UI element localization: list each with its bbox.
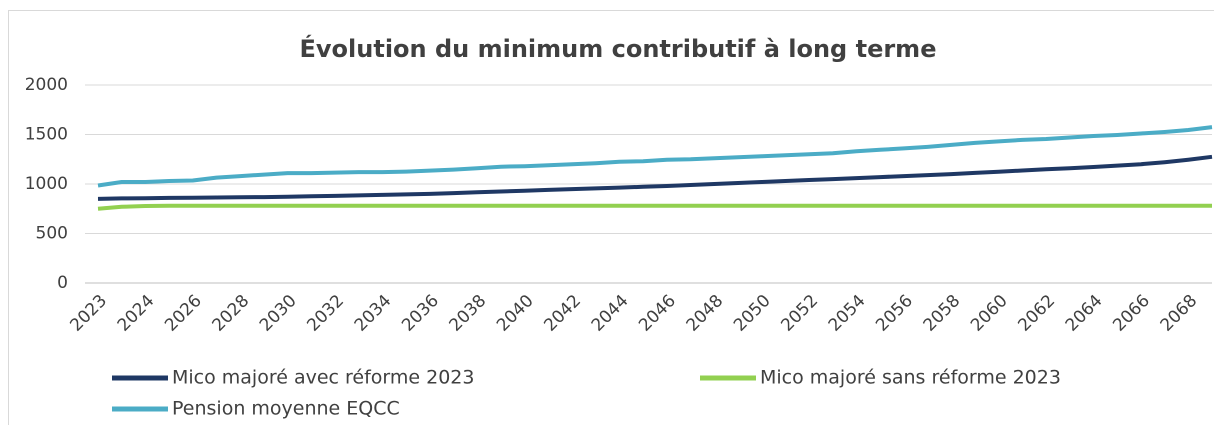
line-series	[97, 203, 1212, 211]
y-tick-label: 500	[36, 224, 68, 244]
x-tick-label: 2050	[730, 291, 775, 336]
legend-label: Mico majoré avec réforme 2023	[172, 367, 475, 389]
x-tick-label: 2042	[540, 291, 585, 336]
x-tick-label: 2038	[446, 291, 491, 336]
chart-title: Évolution du minimum contributif à long …	[300, 34, 937, 63]
x-tick-label: 2028	[209, 291, 254, 336]
legend-label: Pension moyenne EQCC	[172, 398, 400, 420]
chart-border	[8, 10, 1214, 425]
x-tick-label: 2040	[493, 291, 538, 336]
x-tick-label: 2056	[872, 291, 917, 336]
x-tick-label: 2024	[114, 291, 159, 336]
x-tick-label: 2032	[303, 291, 348, 336]
x-tick-label: 2062	[1014, 291, 1059, 336]
y-tick-label: 1000	[25, 174, 68, 194]
x-tick-label: 2068	[1157, 291, 1202, 336]
x-tick-label: 2026	[161, 291, 206, 336]
x-tick-label: 2034	[351, 291, 396, 336]
x-tick-label: 2023	[66, 291, 111, 336]
y-tick-label: 2000	[25, 75, 68, 95]
y-tick-label: 1500	[25, 125, 68, 145]
x-tick-label: 2052	[777, 291, 822, 336]
x-tick-label: 2044	[588, 291, 633, 336]
x-tick-label: 2054	[825, 291, 870, 336]
legend-label: Mico majoré sans réforme 2023	[760, 367, 1061, 389]
x-tick-label: 2048	[683, 291, 728, 336]
x-tick-label: 2058	[920, 291, 965, 336]
x-tick-label: 2066	[1109, 291, 1154, 336]
x-tick-label: 2030	[256, 291, 301, 336]
x-tick-label: 2046	[635, 291, 680, 336]
x-tick-label: 2064	[1062, 291, 1107, 336]
x-tick-label: 2060	[967, 291, 1012, 336]
line-series	[97, 154, 1213, 201]
line-series	[97, 125, 1213, 188]
y-tick-label: 0	[57, 273, 68, 293]
x-tick-label: 2036	[398, 291, 443, 336]
